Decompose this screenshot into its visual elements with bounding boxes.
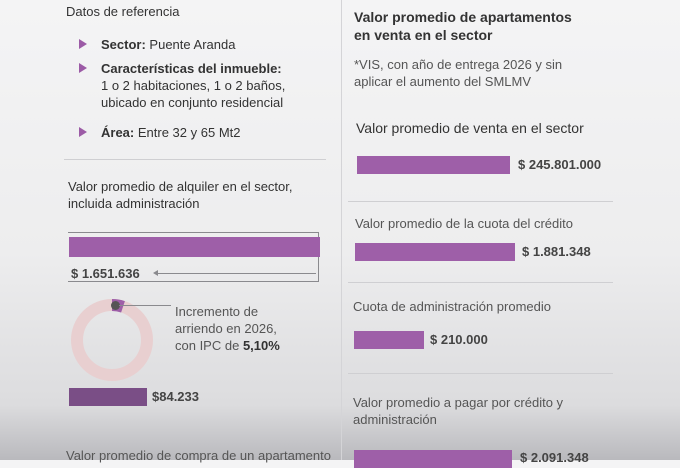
rent-title-line2: incluida administración — [68, 196, 200, 211]
reference-sector: Sector: Puente Aranda — [101, 36, 235, 53]
right-title: Valor promedio de apartamentos en venta … — [354, 8, 572, 44]
divider — [64, 159, 326, 160]
divider — [64, 425, 326, 426]
total-value: $ 2.091.348 — [520, 450, 589, 465]
reference-features: Características del inmueble: 1 o 2 habi… — [101, 60, 285, 111]
increment-value: $84.233 — [152, 389, 199, 404]
ring-track — [71, 299, 153, 381]
sale-value: $ 245.801.000 — [518, 157, 602, 172]
reference-area: Área: Entre 32 y 65 Mt2 — [101, 124, 241, 141]
total-label-line1: Valor promedio a pagar por crédito y — [353, 395, 564, 410]
credit-label: Valor promedio de la cuota del crédito — [355, 216, 573, 231]
left-arrow-icon — [153, 270, 158, 276]
rent-title-line1: Valor promedio de alquiler en el sector, — [68, 179, 293, 194]
rent-value: $ 1.651.636 — [71, 266, 140, 281]
credit-bar — [355, 243, 515, 261]
right-title-line2: en venta en el sector — [354, 27, 493, 43]
sale-bar — [357, 156, 510, 174]
right-note: *VIS, con año de entrega 2026 y sin apli… — [354, 56, 562, 90]
note-line2: aplicar el aumento del SMLMV — [354, 74, 532, 89]
total-label: Valor promedio a pagar por crédito y adm… — [353, 394, 563, 428]
rent-title: Valor promedio de alquiler en el sector,… — [68, 178, 293, 212]
callout-dot — [111, 301, 120, 310]
admin-label: Cuota de administración promedio — [353, 299, 551, 314]
increment-bar — [69, 388, 147, 406]
increment-line1: Incremento de — [175, 304, 259, 319]
column-divider — [341, 0, 342, 460]
features-line1: 1 o 2 habitaciones, 1 o 2 baños, — [101, 78, 286, 93]
increment-prefix: con IPC de — [175, 338, 243, 353]
total-bar — [354, 450, 512, 468]
admin-bar — [354, 331, 424, 349]
sector-label: Sector: — [101, 37, 146, 52]
divider — [348, 201, 613, 202]
area-label: Área: — [101, 125, 135, 140]
increment-pct: 5,10% — [242, 338, 280, 353]
right-title-line1: Valor promedio de apartamentos — [354, 9, 572, 25]
area-value: Entre 32 y 65 Mt2 — [137, 125, 241, 140]
bullet-arrow-icon — [79, 127, 87, 137]
sector-value: Puente Aranda — [149, 37, 236, 52]
features-label: Características del inmueble: — [101, 61, 282, 76]
purchase-title: Valor promedio de compra de un apartamen… — [66, 448, 331, 463]
callout-line — [119, 305, 171, 306]
features-line2: ubicado en conjunto residencial — [101, 95, 284, 110]
bullet-arrow-icon — [79, 39, 87, 49]
rent-bracket — [68, 232, 319, 282]
divider — [348, 282, 613, 283]
increment-line3: con IPC de 5,10% — [175, 337, 280, 354]
note-line1: *VIS, con año de entrega 2026 y sin — [354, 57, 563, 72]
credit-value: $ 1.881.348 — [522, 244, 591, 259]
sale-label: Valor promedio de venta en el sector — [356, 120, 584, 136]
divider — [348, 373, 613, 374]
total-label-line2: administración — [353, 412, 437, 427]
reference-title: Datos de referencia — [66, 4, 180, 19]
increment-text: Incremento de arriendo en 2026, con IPC … — [175, 303, 280, 354]
rent-bar — [69, 237, 320, 257]
admin-value: $ 210.000 — [430, 332, 488, 347]
rent-arrow-line — [156, 273, 316, 274]
increment-line2: arriendo en 2026, — [175, 321, 277, 336]
bullet-arrow-icon — [79, 63, 87, 73]
